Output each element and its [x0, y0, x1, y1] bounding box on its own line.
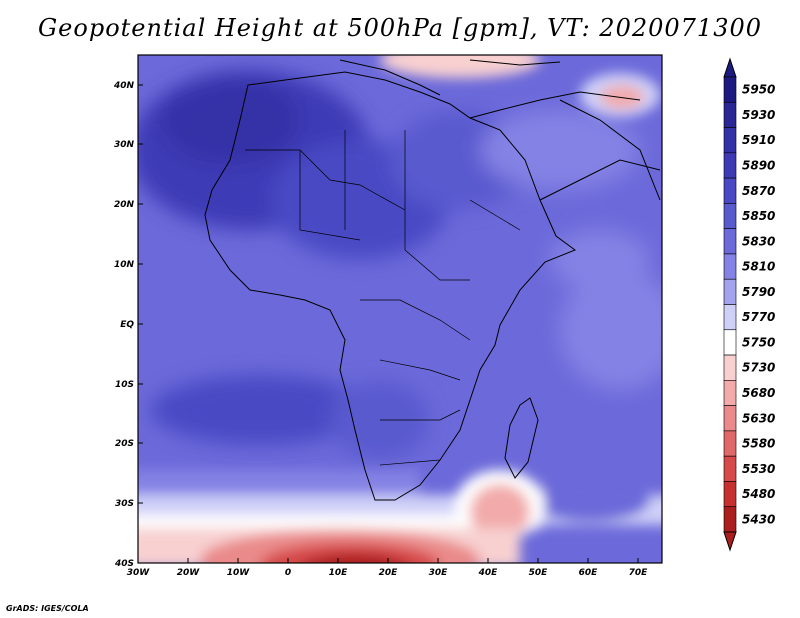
- map-frame: [137, 54, 663, 564]
- colorbar-swatch: [723, 455, 737, 482]
- colorbar-swatch: [723, 253, 737, 280]
- colorbar-swatch: [723, 203, 737, 229]
- colorbar-swatch: [723, 481, 737, 508]
- borders: [245, 130, 521, 466]
- colorbar-label: 5680: [742, 386, 775, 400]
- colorbar-swatch: [723, 304, 737, 331]
- latitude-tick-label: 30S: [115, 499, 134, 509]
- height-field: [138, 55, 662, 563]
- longitude-tick-label: 40E: [478, 568, 499, 578]
- colorbar-swatch: [723, 177, 737, 204]
- colorbar-label: 5890: [742, 158, 775, 172]
- footer-credit: GrADS: IGES/COLA: [6, 604, 89, 613]
- colorbar-swatch: [723, 127, 737, 154]
- colorbar-label: 5630: [742, 411, 775, 425]
- longitude-tick-label: 70E: [629, 568, 649, 578]
- latitude-axis: 40N 30N 20N 10N EQ 10S 20S 30S 40S: [113, 81, 143, 569]
- colorbar-label: 5950: [742, 83, 775, 97]
- colorbar-swatch: [723, 380, 737, 406]
- colorbar-label: 5750: [742, 335, 775, 349]
- longitude-tick-label: 20E: [379, 568, 399, 578]
- colorbar-label: 5930: [742, 108, 775, 122]
- colorbar-label: 5530: [742, 462, 775, 476]
- colorbar-max-arrow: [723, 57, 737, 78]
- colorbar-swatch: [723, 329, 737, 356]
- colorbar-label: 5850: [742, 209, 775, 223]
- colorbar-label: 5790: [742, 285, 775, 299]
- longitude-tick-label: 50E: [529, 568, 549, 578]
- colorbar-swatch: [723, 430, 737, 457]
- longitude-tick-label: 30E: [429, 568, 449, 578]
- latitude-tick-label: EQ: [120, 320, 134, 330]
- colorbar: 5950 5930 5910 5890 5870 5850 5830 5810 5790 5770…: [723, 57, 775, 552]
- colorbar-swatch: [723, 228, 737, 255]
- colorbar-label: 5580: [742, 437, 775, 451]
- latitude-tick-label: 40S: [114, 559, 134, 569]
- colorbar-label: 5870: [742, 184, 775, 198]
- colorbar-label: 5480: [742, 487, 775, 501]
- longitude-tick-label: 30W: [127, 568, 151, 578]
- colorbar-label: 5910: [742, 133, 775, 147]
- latitude-tick-label: 20S: [115, 439, 134, 449]
- colorbar-swatch: [723, 101, 737, 128]
- colorbar-min-arrow: [723, 531, 737, 552]
- longitude-tick-label: 10E: [329, 568, 349, 578]
- latitude-tick-label: 10S: [115, 380, 134, 390]
- colorbar-swatch: [723, 152, 737, 179]
- longitude-tick-label: 0: [285, 568, 291, 578]
- colorbar-label: 5810: [742, 260, 775, 274]
- colorbar-swatch: [723, 506, 737, 533]
- longitude-tick-label: 60E: [579, 568, 599, 578]
- colorbar-swatch: [723, 405, 737, 432]
- colorbar-label: 5430: [742, 512, 775, 526]
- colorbar-label: 5830: [742, 234, 775, 248]
- longitude-axis: 30W 20W 10W 0 10E 20E 30E 40E 50E 60E 70E: [127, 558, 648, 578]
- latitude-tick-label: 10N: [114, 260, 135, 270]
- colorbar-swatch: [723, 354, 737, 381]
- latitude-tick-label: 20N: [114, 200, 135, 210]
- latitude-tick-label: 30N: [114, 140, 135, 150]
- longitude-tick-label: 20W: [177, 568, 201, 578]
- colorbar-swatch: [723, 278, 737, 305]
- latitude-tick-label: 40N: [113, 81, 135, 91]
- map-title: Geopotential Height at 500hPa [gpm], VT:…: [38, 14, 762, 42]
- longitude-tick-label: 10W: [227, 568, 251, 578]
- colorbar-label: 5730: [742, 361, 775, 375]
- colorbar-swatch: [723, 76, 737, 103]
- colorbar-label: 5770: [742, 310, 775, 324]
